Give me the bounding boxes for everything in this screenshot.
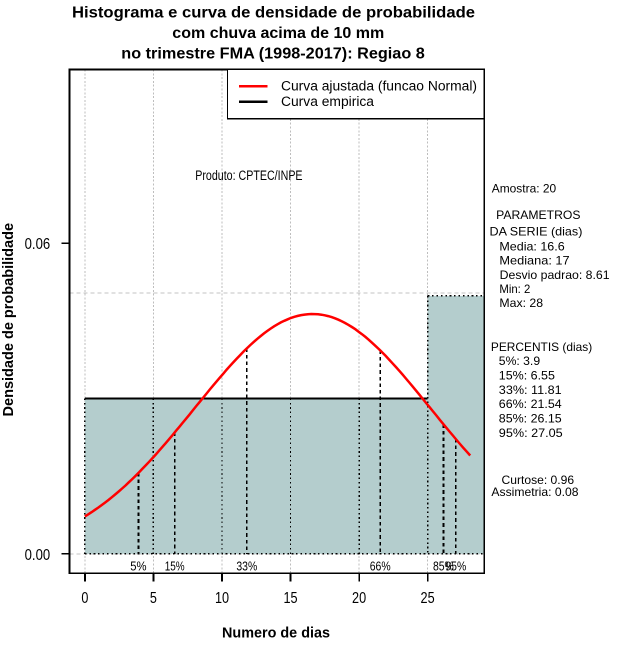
svg-text:DA SERIE (dias): DA SERIE (dias) xyxy=(490,224,583,238)
svg-text:no trimestre FMA (1998-2017):: no trimestre FMA (1998-2017): Regiao 8 xyxy=(121,45,425,62)
svg-text:15%: 6.55: 15%: 6.55 xyxy=(499,369,555,383)
svg-text:33%: 11.81: 33%: 11.81 xyxy=(499,383,562,397)
svg-text:5%: 3.9: 5%: 3.9 xyxy=(499,354,541,368)
svg-text:Mediana: 17: Mediana: 17 xyxy=(499,254,570,268)
svg-text:Produto: CPTEC/INPE: Produto: CPTEC/INPE xyxy=(195,168,302,184)
svg-text:Curva ajustada (funcao Normal): Curva ajustada (funcao Normal) xyxy=(281,78,477,94)
svg-text:com chuva acima de 10 mm: com chuva acima de 10 mm xyxy=(172,25,384,42)
svg-text:Desvio padrao: 8.61: Desvio padrao: 8.61 xyxy=(500,268,610,282)
svg-text:33%: 33% xyxy=(236,559,257,573)
svg-text:Histograma e curva de densidad: Histograma e curva de densidade de proba… xyxy=(72,5,475,22)
svg-text:Curtose: 0.96: Curtose: 0.96 xyxy=(502,473,575,487)
svg-text:20: 20 xyxy=(352,590,366,607)
svg-text:Curva empirica: Curva empirica xyxy=(281,94,374,110)
svg-text:0: 0 xyxy=(81,590,88,607)
svg-text:PERCENTIS (dias): PERCENTIS (dias) xyxy=(491,340,592,354)
svg-text:66%: 66% xyxy=(370,559,391,573)
svg-text:85%: 85% xyxy=(433,559,454,573)
svg-text:0.00: 0.00 xyxy=(25,547,51,564)
svg-text:Numero de dias: Numero de dias xyxy=(222,626,330,642)
svg-text:5: 5 xyxy=(150,590,157,607)
svg-text:25: 25 xyxy=(421,590,435,607)
svg-text:95%: 95% xyxy=(445,559,466,573)
svg-text:15%: 15% xyxy=(165,559,185,573)
svg-text:Amostra: 20: Amostra: 20 xyxy=(492,182,557,196)
svg-text:Densidade de probabilidade: Densidade de probabilidade xyxy=(1,223,17,417)
svg-text:15: 15 xyxy=(283,590,297,607)
svg-text:10: 10 xyxy=(215,590,229,607)
svg-text:85%: 26.15: 85%: 26.15 xyxy=(499,412,562,426)
svg-text:Assimetria: 0.08: Assimetria: 0.08 xyxy=(491,485,578,499)
svg-text:66%: 21.54: 66%: 21.54 xyxy=(499,397,562,411)
svg-text:0.06: 0.06 xyxy=(25,236,51,253)
svg-text:95%: 27.05: 95%: 27.05 xyxy=(499,426,563,440)
svg-text:Media: 16.6: Media: 16.6 xyxy=(499,239,565,253)
svg-text:PARAMETROS: PARAMETROS xyxy=(496,208,580,222)
svg-text:5%: 5% xyxy=(130,559,146,573)
svg-text:Min: 2: Min: 2 xyxy=(499,282,530,296)
svg-text:Max: 28: Max: 28 xyxy=(499,296,543,310)
